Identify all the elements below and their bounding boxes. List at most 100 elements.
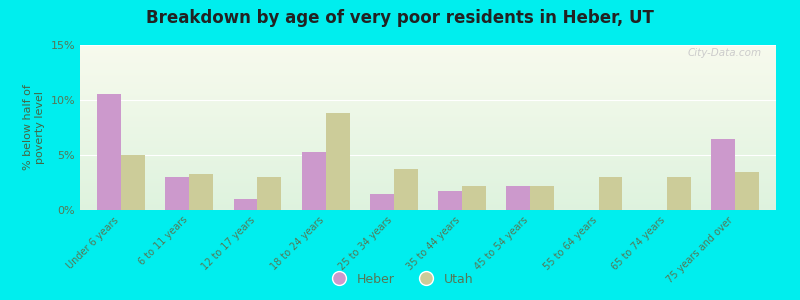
Bar [80,183,776,300]
Bar [80,161,776,300]
Bar [80,107,776,272]
Bar [80,46,776,211]
Bar [80,203,776,300]
Bar [80,175,776,300]
Bar [80,193,776,300]
Bar [80,128,776,293]
Bar [80,200,776,300]
Bar [80,105,776,270]
Bar [80,85,776,250]
Bar [80,112,776,278]
Bar [80,174,776,300]
Bar [80,70,776,235]
Bar [80,209,776,300]
Bar [80,88,776,253]
Bar [80,164,776,300]
Bar [80,160,776,300]
Bar [80,205,776,300]
Bar [80,169,776,300]
Bar [80,139,776,300]
Bar [80,151,776,300]
Bar [80,76,776,241]
Bar [80,80,776,244]
Bar [80,179,776,300]
Bar [80,180,776,300]
Bar [80,89,776,254]
Bar [80,80,776,245]
Bar [80,152,776,300]
Bar [80,145,776,300]
Text: Breakdown by age of very poor residents in Heber, UT: Breakdown by age of very poor residents … [146,9,654,27]
Bar [80,198,776,300]
Text: City-Data.com: City-Data.com [688,48,762,58]
Bar [234,199,258,210]
Bar [80,96,776,261]
Bar [80,79,776,244]
Bar [80,207,776,300]
Bar [80,166,776,300]
Bar [80,91,776,256]
Bar [80,182,776,300]
Bar [80,47,776,212]
Bar [462,186,486,210]
Bar [80,165,776,300]
Bar [80,142,776,300]
Bar [80,137,776,300]
Bar [438,191,462,210]
Bar [80,146,776,300]
Bar [80,144,776,300]
Bar [80,185,776,300]
Bar [80,118,776,283]
Bar [80,160,776,300]
Bar [80,168,776,300]
Bar [80,127,776,292]
Bar [80,172,776,300]
Bar [80,111,776,276]
Bar [80,75,776,240]
Bar [80,72,776,237]
Bar [80,189,776,300]
Bar [80,184,776,300]
Bar [80,61,776,226]
Bar [80,135,776,300]
Bar [80,184,776,300]
Bar [80,65,776,230]
Legend: Heber, Utah: Heber, Utah [322,268,478,291]
Bar [80,153,776,300]
Bar [80,109,776,274]
Bar [80,199,776,300]
Bar [80,89,776,254]
Bar [80,94,776,260]
Bar [80,132,776,297]
Bar [80,45,776,210]
Bar [80,140,776,300]
Bar [80,54,776,219]
Bar [370,194,394,210]
Bar [80,202,776,300]
Bar [80,196,776,300]
Bar [80,70,776,236]
Bar [80,155,776,300]
Bar [80,147,776,300]
Bar [80,131,776,296]
Bar [80,76,776,241]
Bar [80,191,776,300]
Bar [80,167,776,300]
Bar [80,118,776,284]
Bar [80,109,776,274]
Bar [80,84,776,249]
Bar [80,106,776,271]
Bar [80,53,776,218]
Bar [80,66,776,231]
Bar [80,115,776,280]
Bar [80,150,776,300]
Bar [80,149,776,300]
Bar [80,195,776,300]
Bar [80,46,776,212]
Bar [166,177,189,210]
Y-axis label: % below half of
poverty level: % below half of poverty level [23,85,45,170]
Bar [80,99,776,264]
Bar [80,189,776,300]
Bar [80,67,776,232]
Bar [80,71,776,236]
